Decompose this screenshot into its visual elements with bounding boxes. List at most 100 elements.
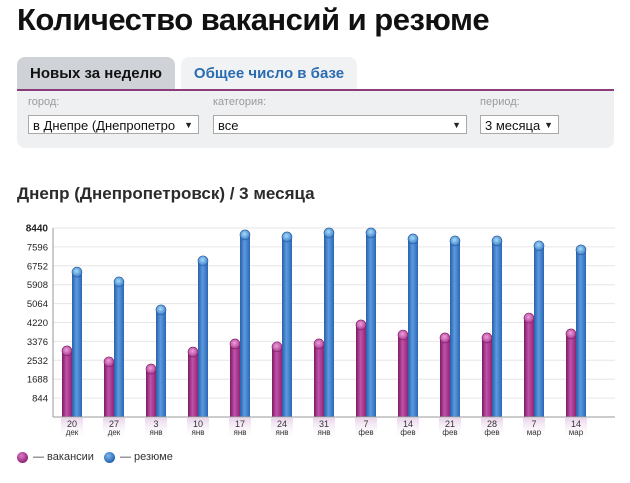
- x-tick-day: 17: [235, 419, 245, 429]
- x-tick-day: 31: [319, 419, 329, 429]
- y-tick-label: 5064: [27, 299, 48, 310]
- x-tick-month: дек: [66, 428, 79, 437]
- x-tick-day: 27: [109, 419, 119, 429]
- legend-item-vacancies[interactable]: — вакансии: [17, 451, 94, 463]
- period-label: период:: [480, 96, 520, 108]
- x-tick-month: янв: [234, 428, 247, 437]
- x-tick-month: янв: [192, 428, 205, 437]
- x-tick-day: 14: [403, 419, 413, 429]
- bar-resumes: [575, 244, 587, 417]
- bar-vacancies: [313, 338, 325, 417]
- y-tick-label: 3376: [27, 337, 48, 348]
- city-label: город:: [28, 96, 60, 108]
- x-label-highlight: [355, 418, 377, 440]
- y-tick-label: 6752: [27, 261, 48, 272]
- x-tick-day: 20: [67, 419, 77, 429]
- page-title: Количество вакансий и резюме: [17, 2, 490, 37]
- x-tick-month: янв: [150, 428, 163, 437]
- x-label-highlight: [397, 418, 419, 440]
- city-filter: город: в Днепре (Днепропетро ▼: [28, 95, 199, 134]
- vacancies-dot-icon: [17, 451, 28, 463]
- legend-label-vacancies: — вакансии: [33, 451, 94, 463]
- y-tick-label: 844: [32, 394, 48, 405]
- x-label-highlight: [229, 418, 251, 440]
- bar-resumes: [155, 304, 167, 417]
- bar-vacancies: [187, 346, 199, 417]
- x-axis-ticks: 20дек27дек3янв10янв17янв24янв31янв7фев14…: [61, 418, 587, 440]
- bar-resumes: [449, 235, 461, 417]
- category-select-value: все: [218, 118, 239, 133]
- tab-new-this-week[interactable]: Новых за неделю: [17, 57, 175, 90]
- bar-vacancies: [481, 332, 493, 417]
- x-label-highlight: [439, 418, 461, 440]
- x-label-highlight: [313, 418, 335, 440]
- bar-vacancies: [439, 332, 451, 417]
- chevron-down-icon: ▼: [184, 120, 193, 130]
- resumes-dot-icon: [103, 451, 115, 463]
- gridlines: [53, 227, 615, 399]
- city-select[interactable]: в Днепре (Днепропетро ▼: [28, 115, 199, 134]
- tab-bar: Новых за неделю Общее число в базе: [17, 57, 363, 90]
- city-select-value: в Днепре (Днепропетро: [33, 118, 176, 133]
- category-label: категория:: [213, 96, 267, 108]
- bar-resumes: [239, 229, 251, 417]
- bar-resumes: [197, 255, 209, 417]
- period-filter: период: 3 месяца ▼: [480, 95, 559, 134]
- filter-panel: город: в Днепре (Днепропетро ▼ категория…: [17, 91, 614, 148]
- bar-vacancies: [565, 328, 577, 417]
- bar-vacancies: [523, 312, 535, 417]
- x-tick-month: янв: [276, 428, 289, 437]
- x-tick-day: 3: [153, 419, 158, 429]
- x-label-highlight: [271, 418, 293, 440]
- bar-resumes: [71, 266, 83, 417]
- chevron-down-icon: ▼: [544, 120, 553, 130]
- bars: [61, 227, 587, 417]
- chevron-down-icon: ▼: [452, 120, 461, 130]
- x-tick-day: 10: [193, 419, 203, 429]
- bar-vacancies: [103, 356, 115, 417]
- x-tick-month: фев: [358, 428, 373, 437]
- chart-legend: — вакансии — резюме: [17, 451, 183, 463]
- legend-label-resumes: — резюме: [119, 451, 173, 463]
- legend-item-resumes[interactable]: — резюме: [103, 451, 173, 463]
- x-label-highlight: [187, 418, 209, 440]
- bar-vacancies: [145, 363, 157, 417]
- bar-resumes: [113, 276, 125, 417]
- bar-vacancies: [229, 338, 241, 417]
- x-tick-month: дек: [108, 428, 121, 437]
- x-tick-month: фев: [400, 428, 415, 437]
- bar-resumes: [281, 231, 293, 417]
- x-tick-day: 7: [531, 419, 536, 429]
- x-tick-day: 24: [277, 419, 287, 429]
- tab-total-in-database[interactable]: Общее число в базе: [180, 57, 358, 90]
- x-tick-month: фев: [484, 428, 499, 437]
- bar-resumes: [365, 227, 377, 417]
- category-select[interactable]: все ▼: [213, 115, 467, 134]
- x-tick-day: 14: [571, 419, 581, 429]
- category-filter: категория: все ▼: [213, 95, 467, 134]
- x-tick-month: фев: [442, 428, 457, 437]
- period-select[interactable]: 3 месяца ▼: [480, 115, 559, 134]
- y-tick-label: 8440: [26, 224, 49, 235]
- x-label-highlight: [523, 418, 545, 440]
- bar-resumes: [323, 227, 335, 417]
- x-label-highlight: [103, 418, 125, 440]
- x-tick-month: янв: [318, 428, 331, 437]
- x-tick-month: мар: [569, 428, 584, 437]
- bar-vacancies: [397, 329, 409, 417]
- bar-resumes: [407, 233, 419, 417]
- x-label-highlight: [481, 418, 503, 440]
- bar-vacancies: [271, 341, 283, 417]
- bar-resumes: [491, 235, 503, 417]
- x-label-highlight: [61, 418, 83, 440]
- chart-title: Днепр (Днепропетровск) / 3 месяца: [17, 184, 315, 203]
- x-tick-day: 28: [487, 419, 497, 429]
- bar-chart: 844168825323376422050645908675275968440 …: [26, 224, 615, 440]
- y-tick-label: 2532: [27, 356, 48, 367]
- bar-vacancies: [355, 319, 367, 417]
- x-tick-day: 7: [363, 419, 368, 429]
- y-tick-label: 5908: [27, 280, 48, 291]
- x-label-highlight: [145, 418, 167, 440]
- x-label-highlight: [565, 418, 587, 440]
- x-tick-day: 21: [445, 419, 455, 429]
